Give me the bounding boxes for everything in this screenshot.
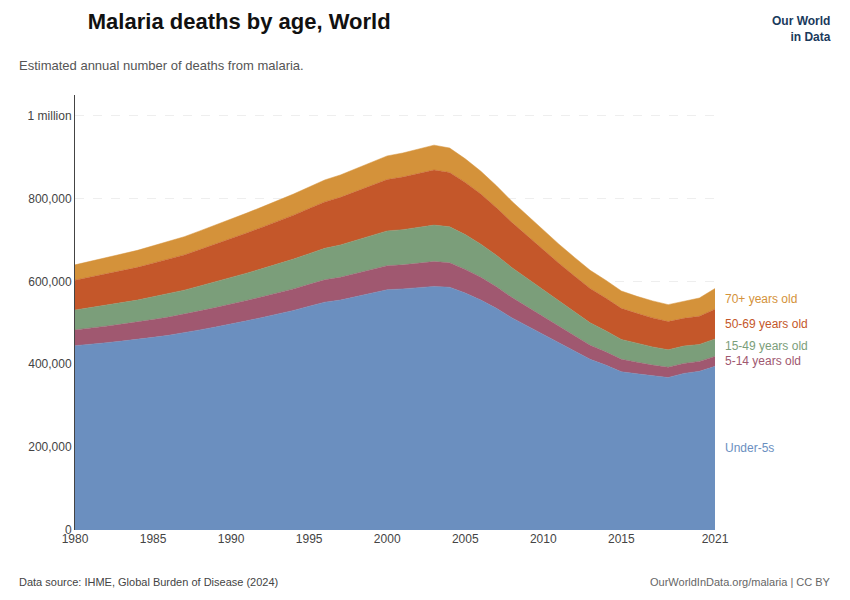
svg-text:1 million: 1 million [28,109,72,123]
svg-text:2005: 2005 [452,532,479,546]
svg-text:Data source: IHME, Global Burd: Data source: IHME, Global Burden of Dise… [19,576,278,588]
svg-text:5-14 years old: 5-14 years old [725,354,801,368]
svg-text:Estimated annual number of dea: Estimated annual number of deaths from m… [19,58,304,73]
svg-text:2015: 2015 [608,532,635,546]
svg-text:400,000: 400,000 [28,357,72,371]
svg-text:0: 0 [65,523,72,537]
svg-text:Malaria deaths by age, World: Malaria deaths by age, World [88,9,391,34]
svg-text:15-49 years old: 15-49 years old [725,339,808,353]
svg-text:2000: 2000 [374,532,401,546]
svg-text:OurWorldInData.org/malaria | C: OurWorldInData.org/malaria | CC BY [650,576,831,588]
svg-text:50-69 years old: 50-69 years old [725,317,808,331]
svg-text:800,000: 800,000 [28,192,72,206]
svg-text:Under-5s: Under-5s [725,441,774,455]
svg-text:1980: 1980 [62,532,89,546]
svg-text:2010: 2010 [530,532,557,546]
svg-text:1995: 1995 [296,532,323,546]
svg-text:70+ years old: 70+ years old [725,292,797,306]
svg-text:600,000: 600,000 [28,275,72,289]
svg-text:Our Worldin Data: Our Worldin Data [772,14,831,44]
svg-text:2021: 2021 [702,532,729,546]
svg-text:200,000: 200,000 [28,440,72,454]
svg-text:1990: 1990 [218,532,245,546]
svg-text:1985: 1985 [140,532,167,546]
